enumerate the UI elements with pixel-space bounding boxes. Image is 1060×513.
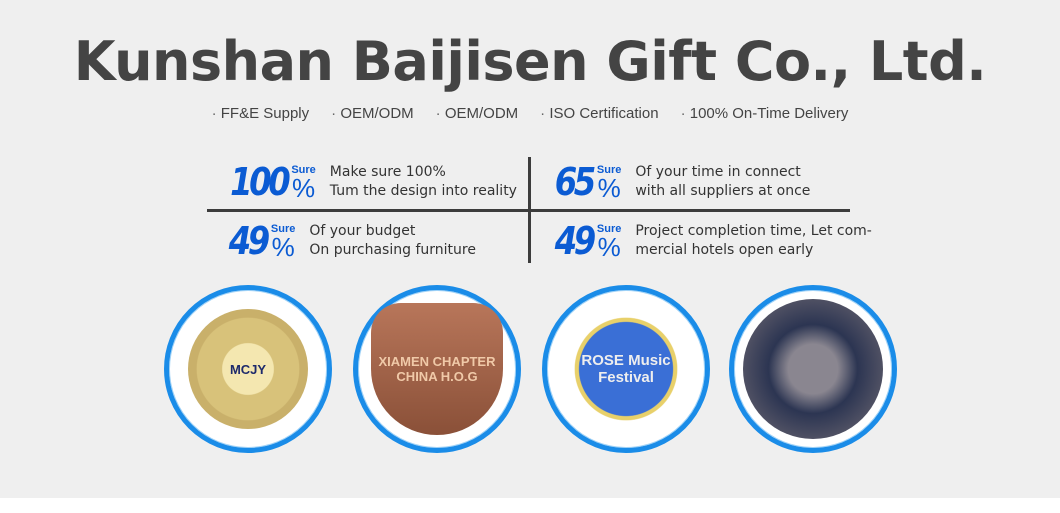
product-badge-coin[interactable] xyxy=(729,285,897,453)
stat-line2: mercial hotels open early xyxy=(635,242,814,258)
stat-percent: % xyxy=(271,232,295,262)
stat-value: 65 xyxy=(554,160,597,204)
stat-line2: with all suppliers at once xyxy=(635,183,811,199)
product-badge-rose[interactable]: ROSE Music Festival xyxy=(542,285,710,453)
stat-sure: Sure xyxy=(291,164,316,176)
stat-line1: Project completion time, Let com- xyxy=(635,223,872,239)
stat-item: 65 Sure% Of your time in connect with all… xyxy=(548,160,811,204)
stat-sure: Sure xyxy=(270,223,296,235)
divider-horizontal xyxy=(207,209,850,212)
stat-line2: On purchasing furniture xyxy=(309,242,476,258)
company-title: Kunshan Baijisen Gift Co., Ltd. xyxy=(73,30,987,93)
product-badge-police[interactable]: MCJY xyxy=(164,285,332,453)
stat-item: 49 Sure% Of your budget On purchasing fur… xyxy=(222,219,476,263)
stat-value: 100 xyxy=(230,160,291,204)
feature-item: OEM/ODM xyxy=(331,105,413,122)
stat-value: 49 xyxy=(554,219,597,263)
feature-item: OEM/ODM xyxy=(436,105,518,122)
feature-item: 100% On-Time Delivery xyxy=(681,105,849,122)
feature-list: FF&E Supply OEM/ODM OEM/ODM ISO Certific… xyxy=(0,105,1060,122)
product-label: MCJY xyxy=(188,309,308,429)
stat-sure: Sure xyxy=(596,164,622,176)
stat-percent: % xyxy=(597,232,621,262)
stat-sure: Sure xyxy=(596,223,622,235)
stat-line1: Of your time in connect xyxy=(635,164,801,180)
stat-percent: % xyxy=(597,173,621,203)
stat-line2: Tum the design into reality xyxy=(329,183,517,199)
feature-item: ISO Certification xyxy=(540,105,658,122)
product-label: ROSE Music Festival xyxy=(566,309,686,429)
stat-item: 49 Sure% Project completion time, Let co… xyxy=(548,219,872,263)
stat-item: 100 Sure% Make sure 100% Tum the design i… xyxy=(220,160,517,204)
footer-strip xyxy=(0,498,1060,513)
stat-percent: % xyxy=(292,173,316,203)
feature-item: FF&E Supply xyxy=(212,105,309,122)
stat-value: 49 xyxy=(228,219,271,263)
product-badge-hog[interactable]: XIAMEN CHAPTER CHINA H.O.G xyxy=(353,285,521,453)
product-label xyxy=(743,299,883,439)
stat-line1: Of your budget xyxy=(309,223,416,239)
stat-line1: Make sure 100% xyxy=(329,164,446,180)
product-label: XIAMEN CHAPTER CHINA H.O.G xyxy=(371,303,503,435)
